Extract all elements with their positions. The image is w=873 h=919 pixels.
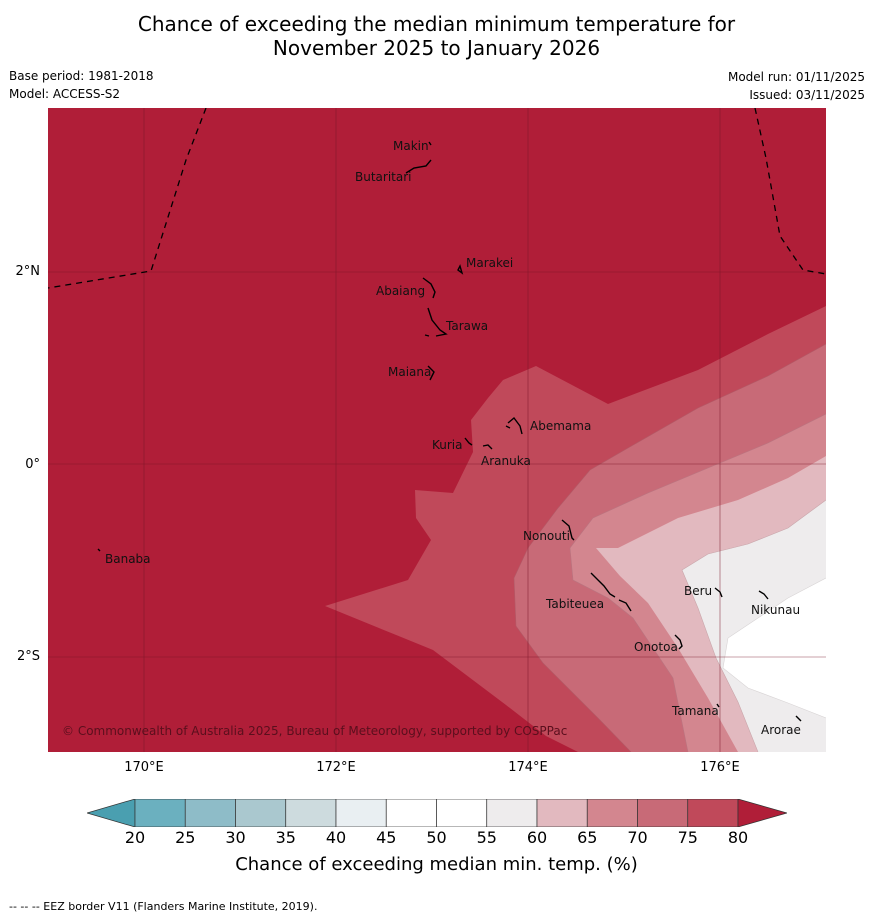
place-label: Abemama — [530, 419, 592, 433]
colorbar-tick-label: 80 — [727, 828, 749, 847]
colorbar-tick-label: 70 — [627, 828, 648, 847]
place-label: Maiana — [388, 365, 432, 379]
place-label: Onotoa — [634, 640, 678, 654]
colorbar-tick-label: 50 — [426, 828, 447, 847]
colorbar-tick-label: 75 — [677, 828, 698, 847]
title-line-2: November 2025 to January 2026 — [272, 36, 601, 60]
chart-title: Chance of exceeding the median minimum t… — [0, 12, 873, 60]
y-tick-label: 2°S — [16, 649, 40, 664]
colorbar-cell — [436, 799, 488, 827]
place-label: Butaritari — [355, 170, 412, 184]
colorbar-cell — [184, 799, 236, 827]
colorbar-tick-label: 25 — [175, 828, 196, 847]
place-label: Makin — [393, 139, 429, 153]
colorbar-cell — [586, 799, 638, 827]
colorbar-under-arrow — [87, 799, 136, 827]
band-50-55 — [723, 578, 826, 718]
colorbar-tick-label: 65 — [577, 828, 598, 847]
map-contours — [48, 108, 826, 752]
colorbar-tick-label: 20 — [124, 828, 146, 847]
y-tick-label: 0° — [25, 457, 40, 472]
colorbar-cell — [486, 799, 538, 827]
place-label: Banaba — [105, 552, 151, 566]
colorbar-cell — [285, 799, 337, 827]
place-label: Beru — [684, 584, 713, 598]
model-name: Model: ACCESS-S2 — [9, 87, 121, 101]
place-label: Nikunau — [751, 603, 801, 617]
island-outlines — [97, 141, 802, 722]
place-label: Tarawa — [446, 319, 489, 333]
colorbar-cell — [235, 799, 287, 827]
place-label: Kuria — [432, 438, 463, 452]
x-tick-label: 170°E — [124, 760, 164, 775]
x-tick-label: 176°E — [700, 760, 740, 775]
x-tick-label: 174°E — [508, 760, 548, 775]
title-line-1: Chance of exceeding the median minimum t… — [137, 12, 736, 36]
place-label: Marakei — [466, 256, 514, 270]
y-tick-label: 2°N — [15, 264, 41, 279]
place-label: Arorae — [761, 723, 801, 737]
copyright-notice: © Commonwealth of Australia 2025, Bureau… — [62, 724, 568, 738]
issued-date: Issued: 03/11/2025 — [749, 88, 865, 102]
colorbar-tick-label: 60 — [526, 828, 548, 847]
colorbar-tick-label: 40 — [325, 828, 347, 847]
colorbar-cell — [637, 799, 689, 827]
colorbar-tick-label: 30 — [225, 828, 246, 847]
model-run-date: Model run: 01/11/2025 — [727, 70, 865, 84]
colorbar-over-arrow — [737, 799, 787, 827]
colorbar-cell — [134, 799, 186, 827]
colorbar-tick-label: 45 — [376, 828, 397, 847]
eez-border-east — [754, 108, 826, 275]
place-label: Abaiang — [376, 284, 426, 298]
colorbar-tick-label: 35 — [275, 828, 296, 847]
colorbar-cell — [687, 799, 739, 827]
place-label: Aranuka — [481, 454, 531, 468]
eez-footnote: -- -- -- EEZ border V11 (Flanders Marine… — [9, 900, 318, 913]
place-label: Nonouti — [523, 529, 570, 543]
colorbar-cell — [385, 799, 437, 827]
colorbar-title: Chance of exceeding median min. temp. (%… — [235, 854, 638, 875]
colorbar — [87, 799, 787, 827]
place-label: Tamana — [672, 704, 719, 718]
eez-border-west — [48, 108, 207, 289]
colorbar-cell — [335, 799, 387, 827]
place-label: Tabiteuea — [546, 597, 605, 611]
probability-map: Makin Butaritari Marakei Abaiang Tarawa … — [48, 108, 826, 752]
x-tick-label: 172°E — [316, 760, 356, 775]
base-period: Base period: 1981-2018 — [9, 69, 154, 83]
colorbar-cell — [536, 799, 588, 827]
colorbar-tick-label: 55 — [476, 828, 497, 847]
